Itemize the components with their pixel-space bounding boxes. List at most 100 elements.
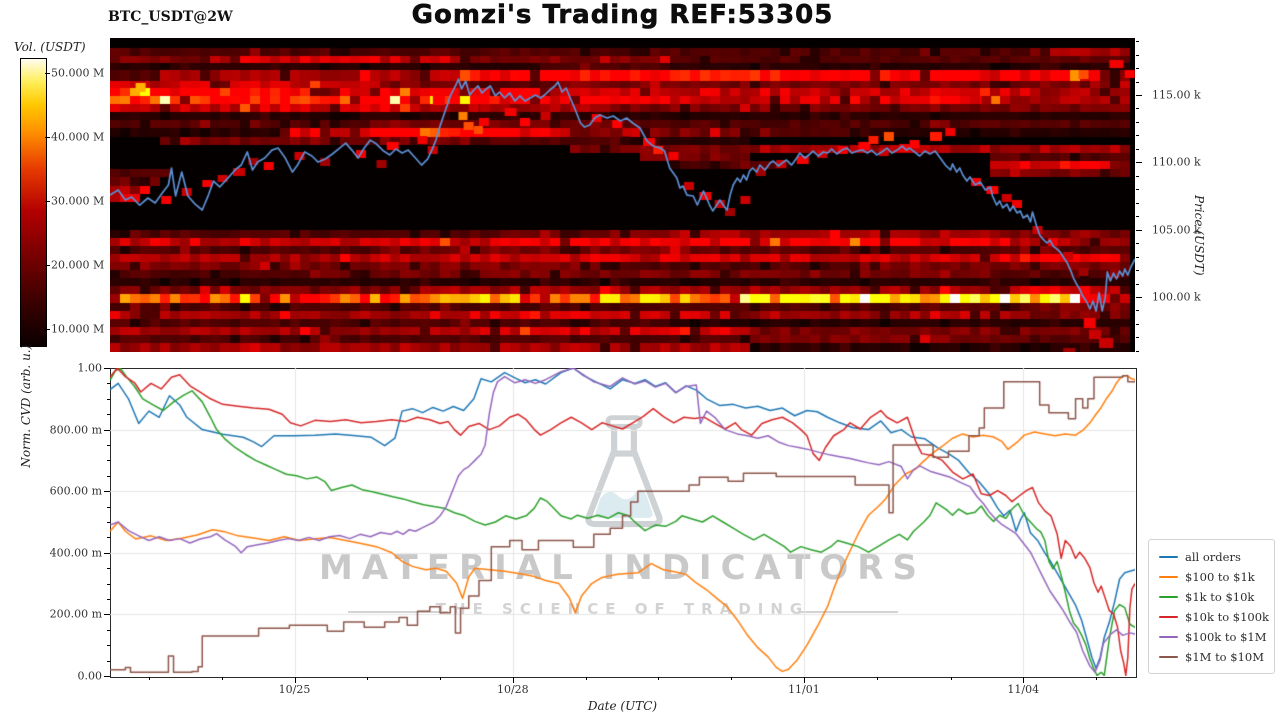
price-axis-tick <box>1136 148 1139 150</box>
cvd-y-minor-tick <box>107 460 110 462</box>
colorbar-tick-label: 10.000 M <box>51 322 105 336</box>
legend-entry: $1M to $10M <box>1159 647 1274 667</box>
price-axis-tick <box>1136 216 1139 218</box>
cvd-y-minor-tick <box>107 599 110 600</box>
cvd-y-minor-tick <box>107 398 110 400</box>
cvd-y-tick-label: 0.00 <box>77 669 103 683</box>
price-axis-tick <box>1136 350 1139 352</box>
cvd-y-major-tick <box>104 614 110 616</box>
cvd-y-tick-label: 400.00 m <box>49 546 102 560</box>
cvd-y-major-tick <box>104 429 110 431</box>
legend-line-swatch <box>1159 655 1178 659</box>
cvd-y-tick-label: 600.00 m <box>49 484 102 498</box>
date-major-tick <box>512 677 514 683</box>
price-axis-tick <box>1136 323 1139 325</box>
price-axis-tick <box>1136 121 1139 123</box>
date-tick-label: 10/25 <box>278 683 311 696</box>
legend-line-swatch <box>1159 575 1178 579</box>
cvd-y-minor-tick <box>107 583 110 585</box>
legend-label: $10k to $100k <box>1185 610 1270 624</box>
cvd-y-minor-tick <box>107 568 110 570</box>
price-tick-label: 110.00 k <box>1152 155 1201 169</box>
date-minor-tick <box>658 677 660 680</box>
legend-line-swatch <box>1159 555 1178 559</box>
symbol-timeframe-label: BTC_USDT@2W <box>108 9 233 25</box>
price-tick-label: 105.00 k <box>1152 223 1201 237</box>
cvd-y-major-tick <box>104 368 110 369</box>
date-minor-tick <box>367 677 369 680</box>
colorbar-title: Vol. (USDT) <box>14 40 86 54</box>
cvd-y-minor-tick <box>107 629 110 631</box>
price-axis-tick <box>1136 108 1139 110</box>
cvd-y-minor-tick <box>107 660 110 662</box>
cvd-y-minor-tick <box>107 506 110 508</box>
colorbar-tick <box>45 329 50 330</box>
price-axis-tick <box>1136 337 1139 339</box>
colorbar-tick-label: 20.000 M <box>51 258 105 272</box>
cvd-y-major-tick <box>104 676 110 677</box>
date-major-tick <box>1023 677 1025 683</box>
legend-label: $1k to $10k <box>1185 590 1255 604</box>
date-tick-label: 10/28 <box>496 683 529 696</box>
colorbar-tick-label: 30.000 M <box>51 194 105 208</box>
legend-entry: $100k to $1M <box>1159 627 1274 647</box>
legend-entry: all orders <box>1159 547 1274 567</box>
price-axis-tick <box>1136 135 1139 137</box>
cvd-y-minor-tick <box>107 475 110 477</box>
date-minor-tick <box>876 677 878 680</box>
date-major-tick <box>803 677 805 683</box>
date-minor-tick <box>148 677 150 680</box>
price-axis-tick <box>1136 256 1139 258</box>
legend-label: $100k to $1M <box>1185 630 1267 644</box>
cvd-y-tick-label: 800.00 m <box>49 423 102 437</box>
date-axis-title: Date (UTC) <box>587 699 658 713</box>
cvd-y-tick-label: 1.00 <box>77 361 103 375</box>
price-axis-tick <box>1136 283 1139 285</box>
date-minor-tick <box>731 677 733 680</box>
price-axis-tick <box>1136 81 1139 83</box>
colorbar-tick-label: 50.000 M <box>51 66 105 80</box>
cvd-lines-chart <box>110 368 1135 676</box>
colorbar-tick <box>45 265 50 266</box>
price-axis-tick <box>1136 162 1142 164</box>
price-axis-tick <box>1136 175 1139 177</box>
price-axis-tick <box>1136 54 1139 56</box>
volume-heatmap-price-chart <box>110 38 1135 352</box>
date-tick-label: 11/01 <box>788 683 820 696</box>
cvd-y-minor-tick <box>107 414 110 416</box>
date-major-tick <box>294 677 296 683</box>
legend-label: $1M to $10M <box>1185 650 1264 664</box>
legend-entry: $1k to $10k <box>1159 587 1274 607</box>
price-tick-label: 100.00 k <box>1152 290 1201 304</box>
colorbar-tick-label: 40.000 M <box>51 130 105 144</box>
cvd-y-tick-label: 200.00 m <box>49 607 102 621</box>
cvd-y-minor-tick <box>107 445 110 446</box>
date-minor-tick <box>1096 677 1098 680</box>
price-axis-tick <box>1136 297 1142 298</box>
price-axis-tick <box>1136 189 1139 191</box>
price-axis-tick <box>1136 270 1139 272</box>
page-title: Gomzi's Trading REF:53305 <box>411 0 834 30</box>
price-tick-label: 115.00 k <box>1152 88 1201 102</box>
series-legend: all orders $100 to $1k $1k to $10k $10k to … <box>1148 539 1275 674</box>
date-minor-tick <box>440 677 442 680</box>
price-axis-tick <box>1136 202 1139 204</box>
price-axis-tick <box>1136 41 1139 43</box>
legend-entry: $10k to $100k <box>1159 607 1274 627</box>
price-axis-tick <box>1136 229 1142 231</box>
cvd-y-major-tick <box>104 491 110 493</box>
date-minor-tick <box>221 677 223 680</box>
legend-line-swatch <box>1159 615 1178 619</box>
colorbar-tick <box>45 137 50 138</box>
volume-colorbar <box>20 58 47 347</box>
cvd-y-minor-tick <box>107 522 110 523</box>
colorbar-tick <box>45 201 50 202</box>
colorbar-tick <box>45 73 50 74</box>
price-axis-tick <box>1136 95 1142 96</box>
legend-line-swatch <box>1159 595 1178 599</box>
cvd-y-minor-tick <box>107 537 110 539</box>
legend-label: all orders <box>1185 550 1241 564</box>
cvd-y-major-tick <box>104 552 110 554</box>
legend-line-swatch <box>1159 635 1178 639</box>
